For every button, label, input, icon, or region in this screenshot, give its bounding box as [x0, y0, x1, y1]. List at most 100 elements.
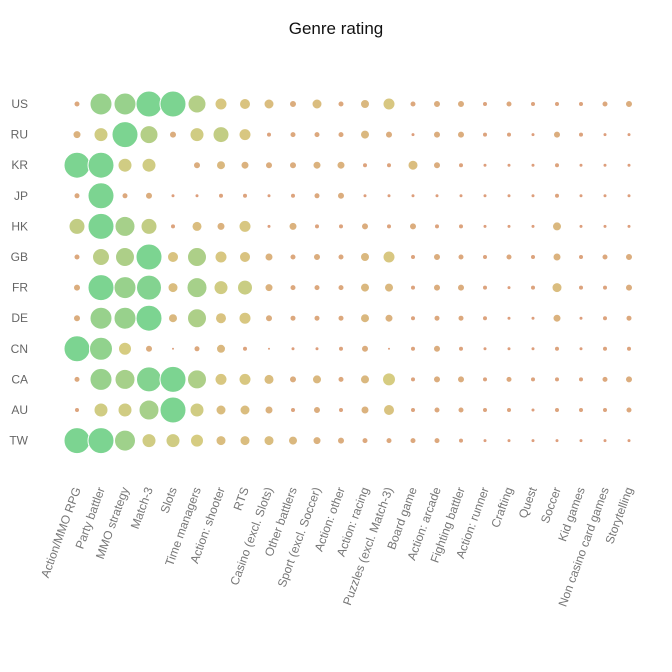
- bubble: [506, 223, 512, 229]
- bubble: [433, 437, 441, 445]
- bubble: [93, 402, 109, 418]
- bubble: [552, 221, 562, 232]
- bubble: [136, 274, 162, 301]
- bubble: [602, 315, 608, 322]
- bubble: [314, 346, 320, 352]
- row-label: CN: [11, 342, 28, 356]
- bubble: [237, 279, 253, 296]
- column-label: Crafting: [488, 485, 516, 529]
- bubble: [457, 130, 465, 139]
- column-label: Quest: [516, 485, 540, 520]
- bubble: [409, 222, 417, 231]
- bubble: [482, 346, 488, 352]
- bubble: [552, 252, 562, 262]
- bubble: [140, 217, 158, 235]
- bubble: [626, 132, 632, 138]
- bubble: [337, 191, 345, 200]
- bubble: [553, 130, 561, 139]
- bubble: [263, 98, 275, 110]
- bubble: [505, 100, 513, 108]
- bubble: [625, 100, 633, 108]
- bubble: [238, 372, 252, 386]
- bubble: [145, 191, 153, 200]
- bubble: [92, 248, 110, 266]
- bubble: [167, 251, 179, 263]
- bubble: [382, 250, 396, 264]
- bubble: [433, 161, 441, 170]
- bubble: [118, 341, 132, 356]
- bubble: [602, 132, 608, 138]
- bubble: [213, 280, 229, 296]
- bubble: [530, 407, 536, 413]
- bubble: [114, 368, 136, 390]
- bubble: [530, 438, 536, 444]
- bubble: [385, 437, 393, 445]
- bubble: [189, 127, 205, 143]
- bubble: [530, 284, 536, 291]
- bubble: [410, 284, 416, 291]
- bubble: [360, 374, 370, 385]
- bubble: [385, 130, 393, 139]
- bubble: [239, 404, 251, 416]
- bubble: [578, 223, 584, 229]
- bubble: [290, 192, 296, 199]
- bubble: [457, 314, 465, 322]
- bubble: [263, 373, 275, 385]
- bubble: [313, 192, 321, 200]
- bubble: [625, 375, 633, 384]
- bubble: [433, 283, 441, 292]
- bubble: [87, 182, 115, 210]
- bubble: [505, 253, 513, 261]
- bubble: [578, 315, 584, 321]
- bubble: [554, 345, 560, 352]
- bubble: [121, 192, 129, 200]
- bubble: [289, 375, 297, 384]
- bubble: [506, 438, 512, 444]
- bubble: [578, 162, 584, 168]
- row-label: GB: [11, 250, 28, 264]
- bubble: [578, 101, 584, 107]
- bubble: [264, 405, 274, 415]
- bubble: [240, 160, 250, 170]
- bubble: [530, 132, 536, 138]
- bubble: [505, 375, 513, 383]
- bubble: [457, 100, 465, 108]
- bubble: [482, 193, 488, 199]
- bubble: [554, 438, 560, 444]
- bubble: [266, 131, 272, 138]
- bubble: [289, 161, 297, 170]
- bubble: [186, 277, 208, 299]
- bubble: [360, 99, 370, 109]
- bubble: [458, 437, 464, 444]
- bubble: [530, 376, 536, 383]
- bubble: [625, 283, 633, 292]
- bubble: [68, 217, 86, 235]
- bubble: [216, 343, 226, 354]
- bubble: [458, 193, 464, 199]
- bubble: [410, 193, 416, 199]
- bubble: [266, 193, 272, 199]
- bubble: [410, 132, 416, 138]
- bubble: [159, 365, 187, 393]
- bubble: [72, 130, 82, 140]
- row-label: CA: [11, 372, 28, 386]
- bubble: [602, 284, 608, 291]
- row-label: RU: [11, 128, 28, 142]
- bubble: [530, 162, 536, 168]
- row-label: DE: [11, 311, 28, 325]
- bubble: [482, 284, 488, 291]
- bubble: [114, 429, 136, 452]
- bubble: [113, 306, 137, 330]
- bubble: [626, 223, 632, 229]
- bubble: [337, 284, 345, 292]
- bubble: [288, 221, 298, 231]
- bubble: [458, 223, 464, 230]
- bubble: [215, 312, 227, 325]
- bubble: [482, 223, 488, 229]
- bubble: [159, 90, 187, 118]
- bubble: [386, 162, 392, 169]
- bubble: [434, 223, 440, 230]
- bubble: [361, 437, 369, 445]
- bubble: [63, 151, 91, 179]
